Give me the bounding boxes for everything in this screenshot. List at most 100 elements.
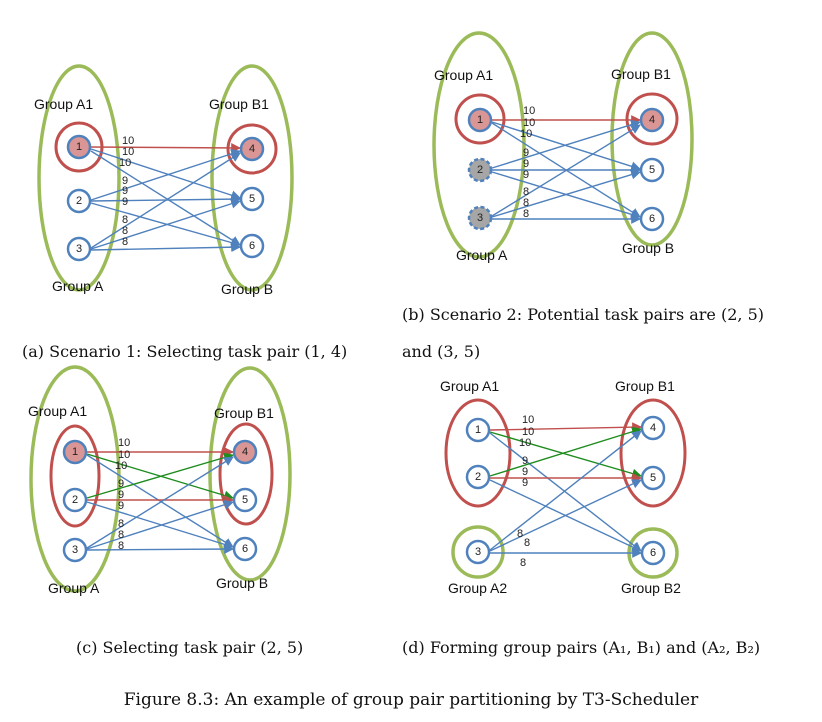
panel-caption: and (3, 5) [402, 342, 480, 361]
svg-text:4: 4 [249, 143, 255, 155]
edge-weight: 10 [523, 117, 535, 129]
task-node: 2 [62, 487, 88, 513]
task-node: 1 [465, 417, 491, 443]
edge-weight: 9 [118, 478, 124, 490]
edge-weight: 8 [118, 518, 124, 530]
task-node: 4 [232, 439, 258, 465]
svg-text:5: 5 [249, 193, 255, 205]
edge-weight: 9 [523, 158, 529, 170]
edge-weight: 8 [122, 214, 128, 226]
edge-weight: 10 [522, 426, 534, 438]
task-node: 3 [62, 537, 88, 563]
group-label: Group A [456, 247, 508, 263]
task-node: 1 [66, 134, 92, 160]
edge [86, 452, 234, 499]
task-node: 6 [232, 536, 258, 562]
edge-weight: 10 [519, 437, 531, 449]
pair-b1-ellipse [625, 92, 679, 146]
edge-weight: 9 [122, 196, 128, 208]
task-node: 6 [640, 540, 666, 566]
panel-d: 1 2 3 4 5 6 10 10 10 9 9 9 8 8 8 Group A… [402, 378, 760, 657]
edge-weight: 8 [520, 557, 526, 569]
svg-text:1: 1 [76, 141, 82, 153]
edge-weight: 9 [122, 175, 128, 187]
edge-weight: 10 [118, 449, 130, 461]
edge-weight: 8 [122, 236, 128, 248]
svg-text:2: 2 [475, 471, 481, 483]
edge-weight: 9 [522, 455, 528, 467]
svg-text:1: 1 [475, 424, 481, 436]
edge-weight: 10 [122, 146, 134, 158]
group-a-ellipse [432, 31, 526, 259]
svg-text:6: 6 [242, 543, 248, 555]
pair-b1-ellipse [619, 398, 687, 508]
edge [86, 500, 234, 550]
svg-text:5: 5 [649, 164, 655, 176]
svg-text:3: 3 [76, 243, 82, 255]
task-node: 1 [467, 107, 493, 133]
pair-a1-ellipse [444, 398, 512, 508]
task-node: 3 [66, 236, 92, 262]
edge-weight: 8 [517, 528, 523, 540]
edge [489, 430, 642, 551]
edge-weight: 9 [523, 147, 529, 159]
edge-weight: 8 [118, 540, 124, 552]
group-b-ellipse [210, 64, 294, 292]
edge [489, 422, 642, 433]
edge-weight: 9 [522, 466, 528, 478]
panel-c: 1 2 3 4 5 6 10 10 10 9 9 9 8 8 8 Group A… [28, 365, 303, 657]
edge-weight: 10 [119, 157, 131, 169]
svg-text:2: 2 [477, 164, 483, 176]
edge [489, 432, 642, 552]
task-node: 3 [467, 205, 493, 231]
svg-text:2: 2 [72, 494, 78, 506]
group-label: Group A1 [440, 378, 499, 394]
edge [86, 501, 234, 550]
group-label: Group A [52, 278, 104, 294]
svg-text:5: 5 [242, 494, 248, 506]
pair-a-ellipse [49, 424, 101, 528]
edge-weight: 10 [122, 135, 134, 147]
group-label: Group B1 [611, 66, 671, 82]
task-node: 6 [639, 206, 665, 232]
group-label: Group B1 [209, 96, 269, 112]
edge-weight: 10 [522, 414, 534, 426]
group-b-ellipse [208, 366, 292, 582]
task-node: 5 [232, 487, 258, 513]
edge-weight: 8 [122, 225, 128, 237]
edge [90, 199, 241, 250]
edge [90, 143, 241, 153]
group-a-ellipse [37, 64, 121, 292]
pair-b1-ellipse [226, 123, 278, 175]
task-node: 1 [62, 439, 88, 465]
edge-weight: 10 [115, 460, 127, 472]
edge-weight: 8 [118, 529, 124, 541]
panel-a: 1 2 3 4 5 6 10 10 10 9 9 9 8 8 8 Group A… [22, 64, 347, 361]
edge [90, 148, 241, 200]
svg-text:1: 1 [477, 114, 483, 126]
task-node: 2 [467, 157, 493, 183]
edge-weight: 10 [118, 437, 130, 449]
group-label: Group B [216, 575, 268, 591]
group-label: Group B1 [615, 378, 675, 394]
svg-text:3: 3 [477, 212, 483, 224]
svg-text:4: 4 [650, 422, 656, 434]
edge [86, 456, 234, 549]
group-a-ellipse [29, 365, 121, 593]
svg-text:2: 2 [76, 195, 82, 207]
edge-weight: 10 [523, 105, 535, 117]
group-a2-ellipse [451, 525, 505, 579]
edge-weight: 9 [118, 500, 124, 512]
edge [90, 149, 241, 201]
task-node: 6 [239, 233, 265, 259]
task-node: 4 [239, 136, 265, 162]
edge [86, 454, 234, 548]
svg-text:6: 6 [650, 547, 656, 559]
pair-a1-ellipse [454, 93, 506, 145]
group-label: Group B [622, 240, 674, 256]
edge [90, 150, 241, 246]
svg-text:4: 4 [649, 114, 655, 126]
group-label: Group A1 [434, 67, 493, 83]
group-label: Group A2 [448, 580, 507, 596]
